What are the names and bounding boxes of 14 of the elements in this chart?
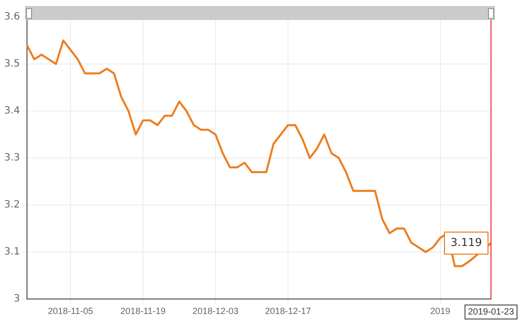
y-tick-label: 3.3 [4,152,20,164]
x-tick-label: 2019 [430,306,450,316]
x-tick-label: 2019-01-23 [468,306,514,316]
x-tick-label: 2018-12-17 [264,306,312,316]
data-label: 3.119 [450,236,482,249]
y-tick-label: 3.5 [4,58,20,70]
x-tick-label: 2018-12-03 [192,306,239,316]
y-tick-label: 3.4 [4,106,20,117]
y-tick-label: 3.6 [4,12,20,23]
x-tick-label: 2018-11-05 [48,306,94,316]
x-tick-label: 2018-11-19 [120,306,166,316]
y-tick-label: 3.2 [4,200,20,211]
y-tick-label: 3.1 [4,246,20,258]
y-tick-label: 3 [14,294,20,305]
